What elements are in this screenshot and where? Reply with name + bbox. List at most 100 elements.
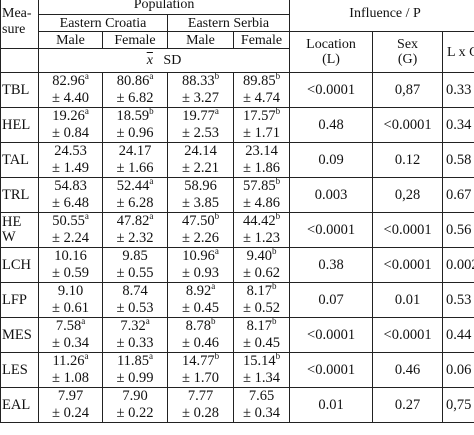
measure-label: EAL (0, 387, 39, 423)
p-value: <0.0001 (289, 317, 374, 353)
measure-label: LFP (0, 282, 39, 318)
significance-letter: b (210, 317, 216, 327)
p-value: <0.0001 (289, 352, 374, 388)
influence-header: Influence / P (289, 0, 474, 32)
significance-letter: a (149, 72, 154, 82)
sd-value: ± 0.96 (116, 125, 154, 141)
sd-value: ± 2.32 (116, 230, 154, 246)
sd-value: ± 0.84 (52, 125, 89, 141)
mean-value: 24.17 (118, 143, 152, 160)
sd-value: ± 0.59 (52, 265, 89, 281)
sd-value: ± 0.24 (52, 405, 89, 421)
p-value: 0.58 (442, 142, 474, 178)
mean-value: 19.77 (182, 108, 215, 125)
p-value: 0.53 (442, 282, 474, 318)
sd-value: ± 0.99 (116, 370, 154, 386)
mean-value: 8.78 (185, 318, 211, 335)
mean-value: 24.14 (184, 143, 217, 160)
table-row: HE W 50.55a ± 2.24 47.82a ± 2.32 47.50b ± 2.26… (0, 212, 474, 248)
sd-value: ± 4.74 (243, 90, 280, 106)
mean-sd-cell: 52.44a ± 6.28 (102, 177, 168, 213)
mean-value: 47.82 (116, 213, 150, 230)
significance-letter: b (275, 107, 281, 117)
sd-value: ± 4.86 (243, 195, 280, 211)
significance-letter: a (149, 212, 154, 222)
mean-sd-cell: 18.59b ± 0.96 (102, 107, 168, 143)
mean-value: 19.26 (52, 108, 85, 125)
sd-value: ± 0.34 (243, 405, 280, 421)
p-value: 0.56 (442, 212, 474, 248)
mean-value: 11.85 (116, 353, 150, 370)
mean-sd-cell: 7.97 ± 0.24 (38, 387, 103, 423)
mean-value: 88.33 (181, 73, 215, 90)
sd-value: ± 1.66 (116, 160, 154, 176)
mean-value: 7.65 (248, 388, 275, 405)
mean-value: 11.26 (52, 353, 85, 370)
mean-value: 52.44 (116, 178, 150, 195)
significance-letter: a (84, 107, 89, 117)
significance-letter: a (214, 247, 219, 257)
sd-value: ± 2.24 (52, 230, 89, 246)
mean-sd-cell: 8.92a ± 0.45 (167, 282, 234, 318)
mean-value: 82.96 (52, 73, 85, 90)
sd-value: ± 3.85 (182, 195, 219, 211)
mean-sd-cell: 9.10 ± 0.61 (38, 282, 103, 318)
mean-value: 15.14 (242, 353, 276, 370)
mean-symbol: x (146, 53, 153, 68)
significance-letter: a (81, 317, 86, 327)
significance-letter: a (211, 282, 216, 292)
mean-sd-cell: 8.17b ± 0.52 (232, 282, 291, 318)
significance-letter: b (275, 72, 281, 82)
mean-value: 58.96 (184, 178, 217, 195)
mean-value: 18.59 (116, 108, 150, 125)
mean-sd-cell: 7.77 ± 0.28 (167, 387, 234, 423)
table-row: EAL 7.97 ± 0.24 7.90 ± 0.22 7.77 ± 0.28 7.65 ± 0… (0, 387, 474, 423)
mean-value: 57.85 (242, 178, 276, 195)
measure-header: Mea- sure (0, 0, 39, 49)
influence-location-header: Location (L) (289, 31, 374, 73)
stat-header: x SD (37, 48, 291, 73)
mean-value: 7.32 (120, 318, 146, 335)
sd-value: ± 1.71 (243, 125, 280, 141)
mean-sd-cell: 10.96a ± 0.93 (167, 247, 234, 283)
region-header-croatia: Eastern Croatia (38, 14, 168, 32)
significance-letter: a (145, 317, 150, 327)
significance-letter: a (214, 107, 219, 117)
mean-value: 50.55 (52, 213, 85, 230)
mean-value: 9.10 (57, 283, 84, 300)
table-row: TBL 82.96a ± 4.40 80.86a ± 6.82 88.33b ± 3.27 8… (0, 72, 474, 108)
sd-value: ± 2.26 (182, 230, 219, 246)
measure-label: TRL (0, 177, 39, 213)
p-value: 0.12 (372, 142, 444, 178)
mean-value: 17.57 (242, 108, 276, 125)
mean-sd-cell: 7.65 ± 0.34 (232, 387, 291, 423)
significance-letter: b (271, 317, 277, 327)
sd-value: ± 1.86 (243, 160, 280, 176)
mean-sd-cell: 11.26a ± 1.08 (38, 352, 103, 388)
sd-value: ± 0.33 (116, 335, 154, 351)
mean-sd-cell: 19.77a ± 2.53 (167, 107, 234, 143)
measure-label: HEL (0, 107, 39, 143)
sd-value: ± 1.34 (243, 370, 280, 386)
mean-sd-cell: 44.42b ± 1.23 (232, 212, 291, 248)
sd-value: ± 0.61 (52, 300, 89, 316)
significance-letter: b (275, 352, 281, 362)
influence-interaction-header: L x G (442, 31, 474, 73)
mean-value: 8.17 (246, 318, 272, 335)
mean-value: 24.53 (54, 143, 87, 160)
mean-sd-cell: 10.16 ± 0.59 (38, 247, 103, 283)
population-header: Population (37, 0, 291, 15)
sd-value: ± 0.46 (182, 335, 219, 351)
significance-letter: b (214, 212, 220, 222)
significance-letter: b (271, 247, 277, 257)
p-value: 0.27 (372, 387, 444, 423)
mean-sd-cell: 19.26a ± 0.84 (38, 107, 103, 143)
sex-header: Male (38, 31, 103, 49)
sd-value: ± 1.70 (182, 370, 219, 386)
mean-sd-cell: 7.32a ± 0.33 (102, 317, 168, 353)
sd-label: SD (163, 53, 182, 68)
mean-sd-cell: 82.96a ± 4.40 (38, 72, 103, 108)
sd-value: ± 0.55 (116, 265, 154, 281)
mean-sd-cell: 24.14 ± 2.21 (167, 142, 234, 178)
significance-letter: b (214, 352, 220, 362)
